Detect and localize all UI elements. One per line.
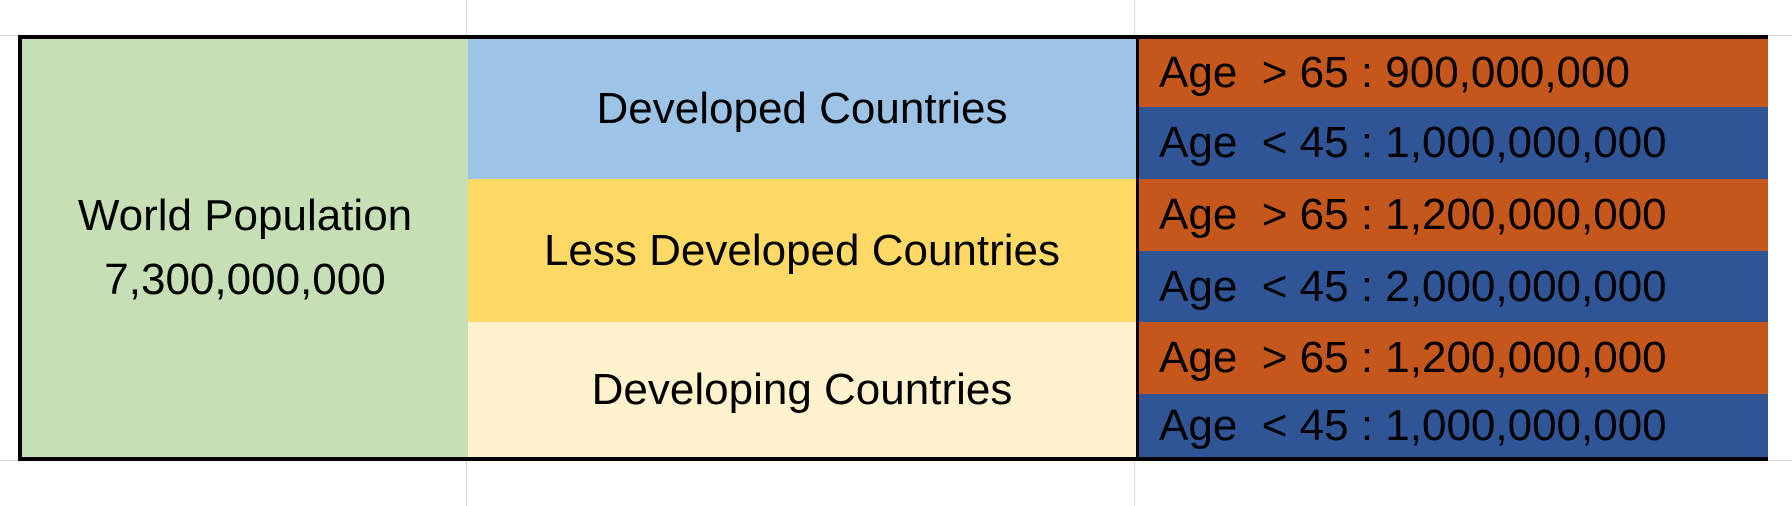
world-population-cell: World Population 7,300,000,000 — [18, 39, 468, 457]
age-row-less-developed-under-45: Age < 45 : 2,000,000,000 — [1139, 251, 1768, 322]
world-population-value: 7,300,000,000 — [104, 255, 386, 304]
region-label: Developed Countries — [596, 84, 1008, 133]
age-row-developed-under-45: Age < 45 : 1,000,000,000 — [1139, 107, 1768, 179]
region-developed: Developed Countries — [468, 39, 1136, 179]
world-population-title: World Population — [77, 191, 413, 240]
region-label: Less Developed Countries — [543, 225, 1061, 275]
age-label: Age < 45 : 1,000,000,000 — [1159, 118, 1667, 167]
column-divider — [1136, 39, 1139, 457]
age-row-developing-over-65: Age > 65 : 1,200,000,000 — [1139, 322, 1768, 394]
age-row-developed-over-65: Age > 65 : 900,000,000 — [1139, 39, 1768, 107]
age-row-developing-under-45: Age < 45 : 1,000,000,000 — [1139, 394, 1768, 457]
population-table: World Population 7,300,000,000 Developed… — [18, 35, 1768, 461]
age-label: Age > 65 : 1,200,000,000 — [1159, 190, 1667, 239]
region-label: Developing Countries — [591, 364, 1013, 414]
age-label: Age < 45 : 2,000,000,000 — [1159, 261, 1667, 311]
age-label: Age > 65 : 1,200,000,000 — [1159, 333, 1667, 382]
age-label: Age > 65 : 900,000,000 — [1159, 48, 1630, 97]
region-less-developed: Less Developed Countries — [468, 179, 1136, 322]
age-row-less-developed-over-65: Age > 65 : 1,200,000,000 — [1139, 179, 1768, 251]
age-label: Age < 45 : 1,000,000,000 — [1159, 400, 1667, 450]
region-developing: Developing Countries — [468, 322, 1136, 457]
